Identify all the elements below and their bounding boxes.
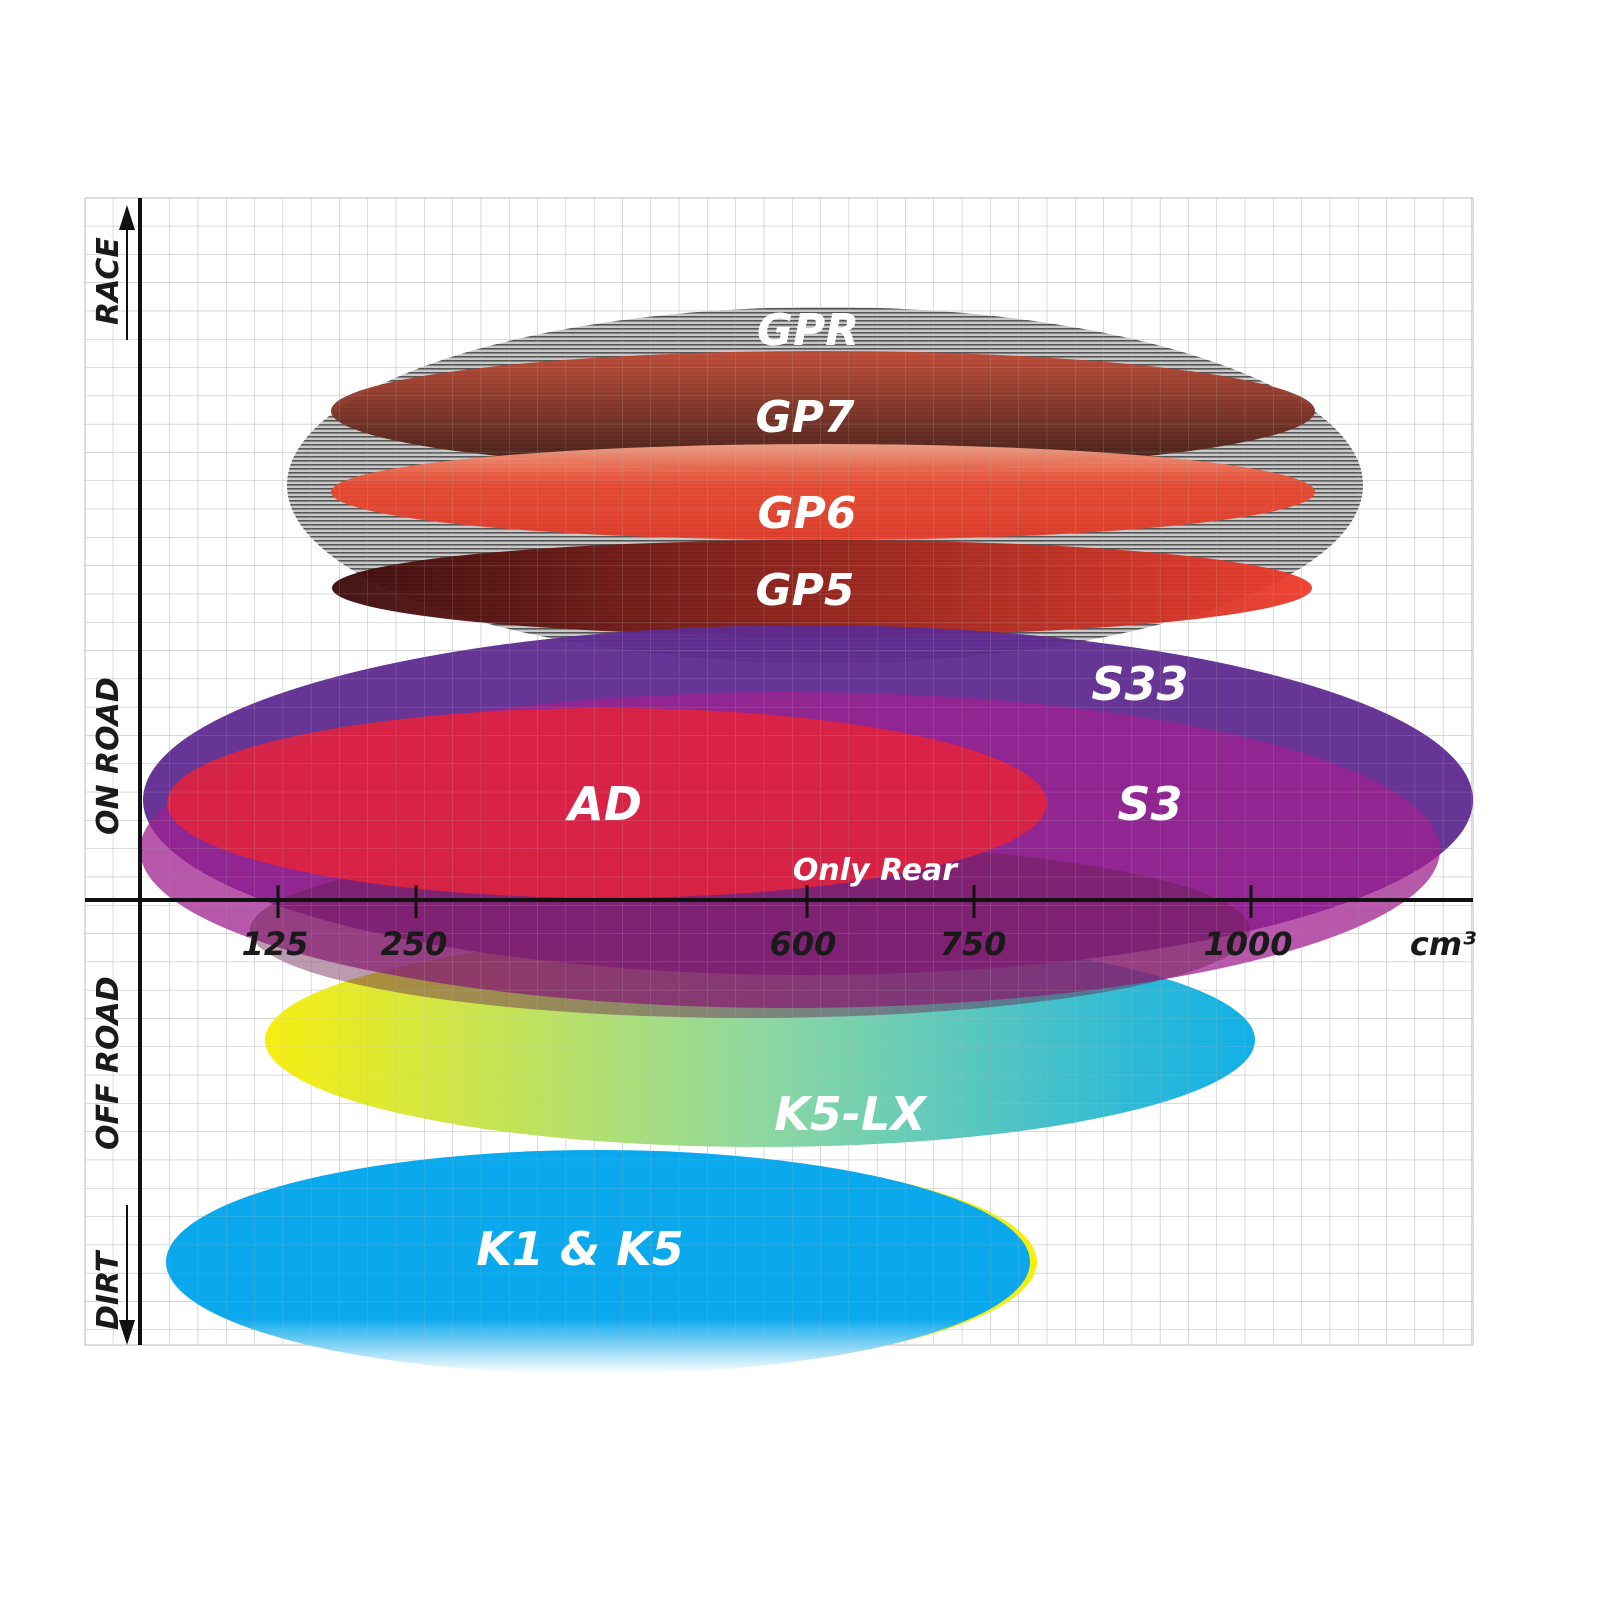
grid-overlay xyxy=(85,198,1473,1345)
x-ticks xyxy=(276,885,1253,918)
label-only-rear: Only Rear xyxy=(793,853,959,888)
y-label-off-road: OFF ROAD xyxy=(91,976,126,1150)
label-k1k5: K1 & K5 xyxy=(476,1222,683,1276)
y-label-race: RACE xyxy=(91,237,126,325)
y-label-dirt: DIRT xyxy=(91,1249,126,1330)
label-s33: S33 xyxy=(1091,657,1188,711)
label-gp6: GP6 xyxy=(758,488,857,539)
label-s3: S3 xyxy=(1117,777,1182,831)
race-arrow-icon xyxy=(119,205,135,340)
label-k5lx: K5-LX xyxy=(774,1087,928,1141)
label-gp5: GP5 xyxy=(756,565,855,616)
tick-1000: 1000 xyxy=(1203,925,1292,963)
x-unit: cm³ xyxy=(1410,925,1476,963)
label-gp7: GP7 xyxy=(756,392,855,443)
tick-750: 750 xyxy=(940,925,1007,963)
y-label-on-road: ON ROAD xyxy=(91,677,126,835)
tick-250: 250 xyxy=(381,925,448,963)
label-ad: AD xyxy=(565,777,642,831)
dirt-arrow-icon xyxy=(119,1205,135,1345)
tick-125: 125 xyxy=(242,925,309,963)
tick-600: 600 xyxy=(770,925,837,963)
label-gpr: GPR xyxy=(757,305,859,356)
